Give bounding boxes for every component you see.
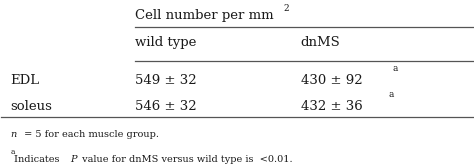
Text: a: a bbox=[10, 148, 15, 156]
Text: 549 ± 32: 549 ± 32 bbox=[136, 74, 197, 87]
Text: Cell number per mm: Cell number per mm bbox=[136, 9, 274, 22]
Text: value for dnMS versus wild type is  <0.01.: value for dnMS versus wild type is <0.01… bbox=[79, 155, 293, 164]
Text: a: a bbox=[393, 64, 398, 73]
Text: 2: 2 bbox=[283, 4, 289, 13]
Text: soleus: soleus bbox=[10, 99, 52, 113]
Text: 430 ± 92: 430 ± 92 bbox=[301, 74, 363, 87]
Text: a: a bbox=[388, 90, 393, 99]
Text: EDL: EDL bbox=[10, 74, 39, 87]
Text: dnMS: dnMS bbox=[301, 36, 340, 49]
Text: = 5 for each muscle group.: = 5 for each muscle group. bbox=[20, 130, 158, 139]
Text: P: P bbox=[71, 155, 77, 164]
Text: 432 ± 36: 432 ± 36 bbox=[301, 99, 363, 113]
Text: n: n bbox=[10, 130, 17, 139]
Text: 546 ± 32: 546 ± 32 bbox=[136, 99, 197, 113]
Text: Indicates: Indicates bbox=[14, 155, 63, 164]
Text: wild type: wild type bbox=[136, 36, 197, 49]
